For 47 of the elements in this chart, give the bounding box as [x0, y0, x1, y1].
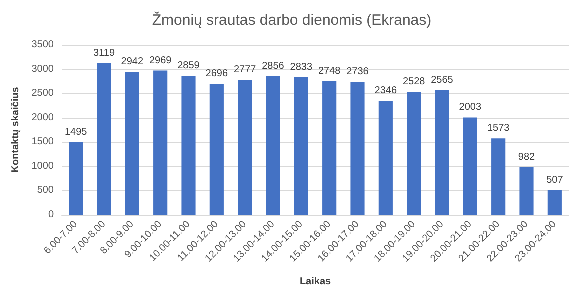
y-axis-title: Kontaktų skaičius [10, 86, 22, 173]
x-axis-title: Laikas [300, 276, 332, 288]
bar [463, 118, 478, 215]
y-tick-label: 2000 [32, 112, 54, 124]
data-label: 3119 [93, 48, 116, 60]
data-label: 2969 [149, 55, 172, 66]
bar [492, 138, 506, 215]
data-label: 1495 [64, 126, 88, 138]
y-tick-label: 3500 [32, 40, 54, 50]
data-label: 2736 [346, 66, 370, 78]
bar [407, 92, 422, 215]
y-tick-label: 1500 [32, 136, 54, 148]
data-label: 2833 [290, 62, 313, 73]
bar [125, 72, 140, 215]
data-label: 2346 [374, 86, 398, 97]
bar [294, 77, 308, 215]
y-tick-label: 3000 [32, 64, 54, 75]
bar [548, 190, 562, 215]
y-tick-label: 2500 [32, 88, 54, 100]
data-label: 2942 [121, 56, 144, 68]
data-label: 982 [518, 152, 536, 163]
bar [97, 64, 112, 215]
data-label: 2859 [178, 60, 200, 72]
y-tick-label: 500 [37, 185, 54, 196]
bar [69, 142, 84, 215]
data-label: 2777 [234, 64, 257, 76]
data-label: 1573 [487, 123, 510, 134]
bar [238, 80, 252, 215]
bar [266, 76, 280, 215]
bar [520, 167, 534, 215]
chart-title: Žmonių srautas darbo dienomis (Ekranas) [152, 11, 432, 29]
bar [350, 82, 365, 215]
data-label: 2565 [431, 74, 454, 86]
bar [154, 70, 168, 215]
y-tick-label: 1000 [32, 160, 54, 172]
bar [182, 76, 196, 215]
bar [378, 101, 393, 215]
bar [322, 82, 337, 215]
data-label: 2856 [262, 60, 285, 72]
data-label: 2528 [402, 76, 426, 88]
data-label: 2748 [318, 66, 342, 78]
bar [435, 90, 450, 215]
data-label: 507 [546, 174, 564, 186]
data-label: 2696 [206, 68, 228, 80]
bar [210, 84, 224, 215]
data-label: 2003 [459, 102, 482, 114]
y-tick-label: 0 [48, 210, 54, 220]
